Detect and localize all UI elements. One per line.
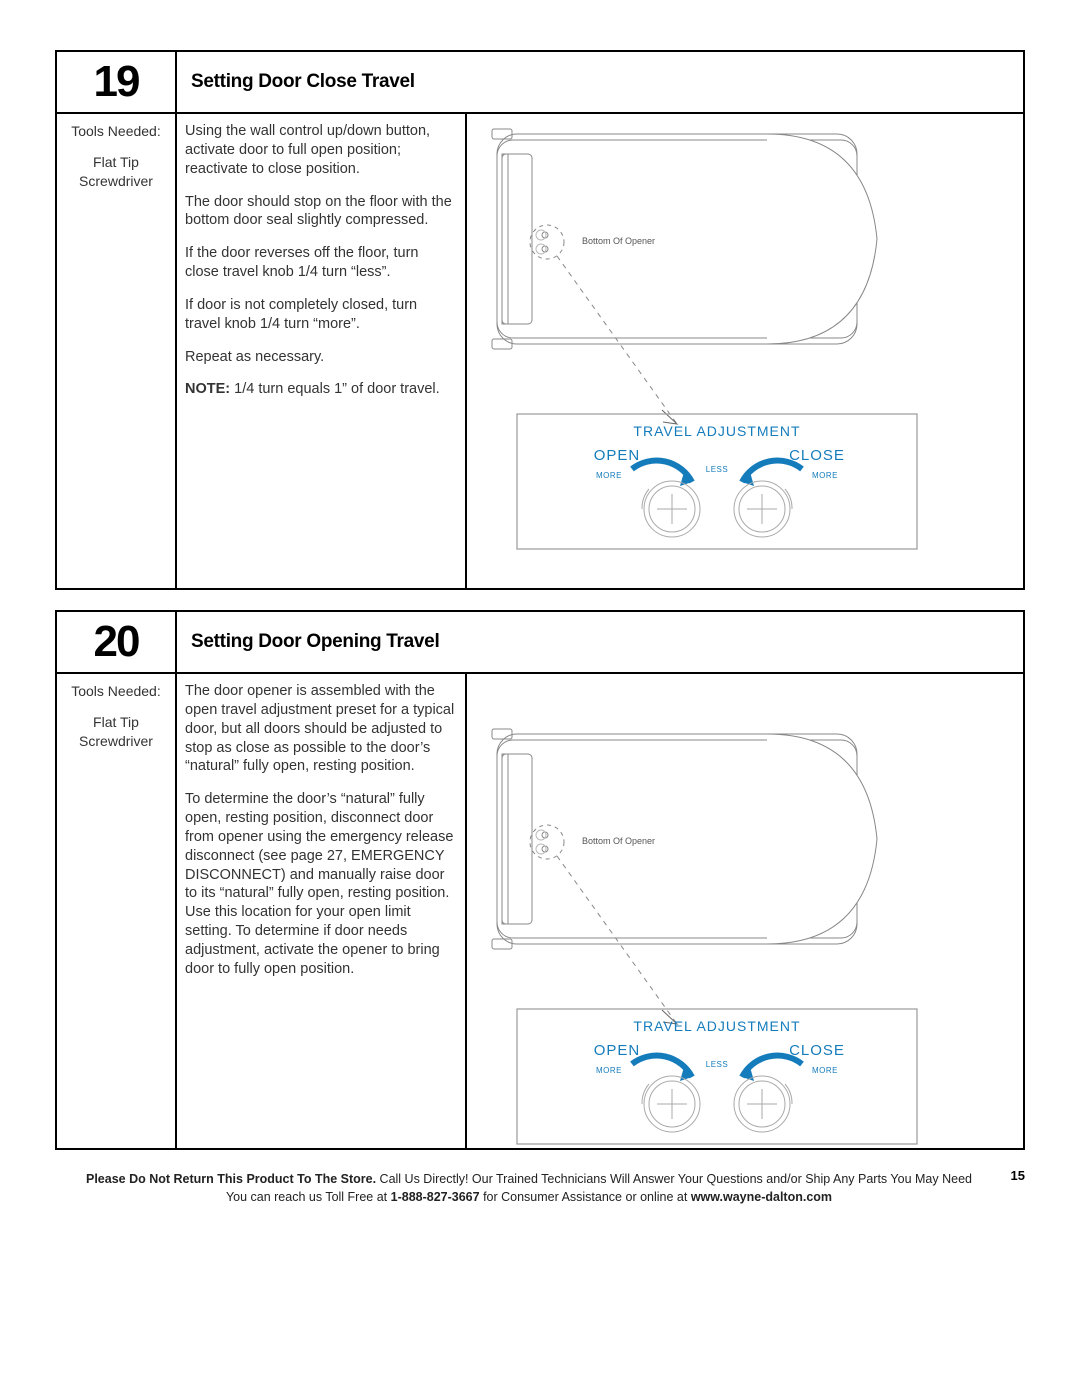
instruction-paragraph: If door is not completely closed, turn t… <box>185 296 455 334</box>
footer-line1: Please Do Not Return This Product To The… <box>55 1170 1003 1188</box>
diagram-label: Bottom Of Opener <box>582 236 655 246</box>
page-footer: 15 Please Do Not Return This Product To … <box>55 1170 1025 1206</box>
more-label: MORE <box>596 471 622 480</box>
more-label: MORE <box>812 471 838 480</box>
opener-diagram: Bottom Of Opener TRAVEL ADJUSTMENT OPEN … <box>467 674 1022 1150</box>
step-header: 20 Setting Door Opening Travel <box>57 612 1023 674</box>
instruction-paragraph: The door should stop on the floor with t… <box>185 193 455 231</box>
opener-diagram: Bottom Of Opener TRAVEL ADJUSTMENT OPEN … <box>467 114 1022 590</box>
tool-name: Flat Tip Screwdriver <box>63 153 169 191</box>
close-label: CLOSE <box>789 447 845 464</box>
instruction-paragraph: Repeat as necessary. <box>185 348 455 367</box>
footer-bold: Please Do Not Return This Product To The… <box>86 1172 376 1186</box>
less-label: LESS <box>706 1060 728 1069</box>
step-19-block: 19 Setting Door Close Travel Tools Neede… <box>55 50 1025 590</box>
instructions-column: The door opener is assembled with the op… <box>177 674 467 1148</box>
note-text: 1/4 turn equals 1” of door travel. <box>230 381 440 397</box>
step-header: 19 Setting Door Close Travel <box>57 52 1023 114</box>
tools-label: Tools Needed: <box>63 122 169 141</box>
diagram-column: Bottom Of Opener TRAVEL ADJUSTMENT OPEN … <box>467 674 1023 1148</box>
step-number: 20 <box>57 612 177 672</box>
travel-adjustment-label: TRAVEL ADJUSTMENT <box>633 1018 800 1034</box>
tools-column: Tools Needed: Flat Tip Screwdriver <box>57 674 177 1148</box>
travel-adjustment-label: TRAVEL ADJUSTMENT <box>633 423 800 439</box>
less-label: LESS <box>706 465 728 474</box>
footer-text: You can reach us Toll Free at <box>226 1190 391 1204</box>
footer-phone: 1-888-827-3667 <box>391 1190 480 1204</box>
instruction-paragraph: Using the wall control up/down button, a… <box>185 122 455 179</box>
more-label: MORE <box>596 1066 622 1075</box>
note-prefix: NOTE: <box>185 381 230 397</box>
footer-line2: You can reach us Toll Free at 1-888-827-… <box>55 1188 1003 1206</box>
tool-name: Flat Tip Screwdriver <box>63 713 169 751</box>
footer-url: www.wayne-dalton.com <box>691 1190 832 1204</box>
instruction-paragraph: To determine the door’s “natural” fully … <box>185 790 455 978</box>
step-body: Tools Needed: Flat Tip Screwdriver Using… <box>57 114 1023 588</box>
tools-label: Tools Needed: <box>63 682 169 701</box>
instruction-note: NOTE: 1/4 turn equals 1” of door travel. <box>185 380 455 399</box>
more-label: MORE <box>812 1066 838 1075</box>
close-label: CLOSE <box>789 1042 845 1059</box>
step-number: 19 <box>57 52 177 112</box>
diagram-column: Bottom Of Opener TRAVEL ADJUSTMENT OPEN … <box>467 114 1023 588</box>
manual-page: 19 Setting Door Close Travel Tools Neede… <box>0 0 1080 1246</box>
page-number: 15 <box>1011 1168 1025 1183</box>
instruction-paragraph: If the door reverses off the floor, turn… <box>185 244 455 282</box>
open-label: OPEN <box>594 447 641 464</box>
diagram-label: Bottom Of Opener <box>582 836 655 846</box>
step-title: Setting Door Opening Travel <box>177 612 1023 672</box>
tools-column: Tools Needed: Flat Tip Screwdriver <box>57 114 177 588</box>
instruction-paragraph: The door opener is assembled with the op… <box>185 682 455 776</box>
step-20-block: 20 Setting Door Opening Travel Tools Nee… <box>55 610 1025 1150</box>
footer-text: Call Us Directly! Our Trained Technician… <box>376 1172 972 1186</box>
step-title: Setting Door Close Travel <box>177 52 1023 112</box>
footer-text: for Consumer Assistance or online at <box>480 1190 691 1204</box>
open-label: OPEN <box>594 1042 641 1059</box>
step-body: Tools Needed: Flat Tip Screwdriver The d… <box>57 674 1023 1148</box>
instructions-column: Using the wall control up/down button, a… <box>177 114 467 588</box>
